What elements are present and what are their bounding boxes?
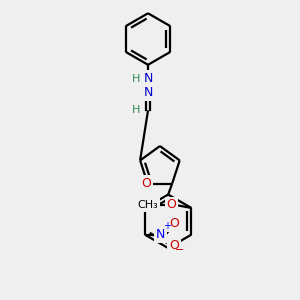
Text: N: N [143,86,153,99]
Text: O: O [169,217,179,230]
Text: N: N [156,228,166,241]
Text: H: H [132,74,140,84]
Text: +: + [163,221,171,231]
Text: −: − [175,244,184,255]
Text: CH₃: CH₃ [137,200,158,210]
Text: N: N [143,72,153,85]
Text: H: H [132,105,140,116]
Text: O: O [169,239,179,252]
Text: O: O [142,177,152,190]
Text: O: O [167,199,176,212]
